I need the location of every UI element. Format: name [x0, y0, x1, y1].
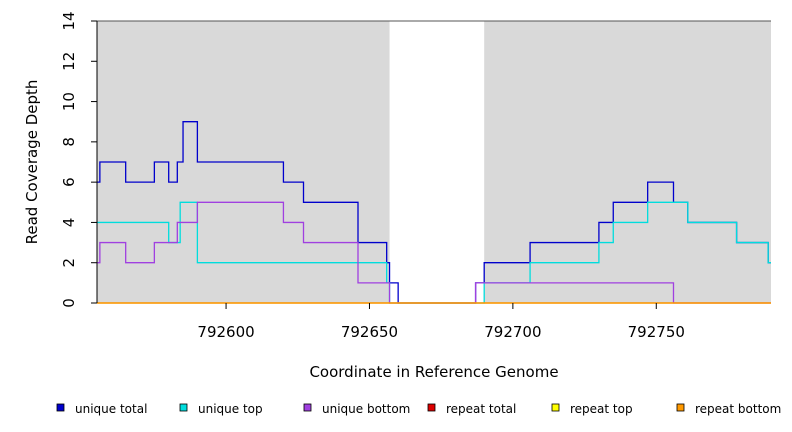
- y-tick-label: 2: [60, 258, 78, 268]
- x-tick-label: 792750: [628, 323, 685, 341]
- legend-swatch: [303, 403, 312, 412]
- shaded-regions: [97, 21, 771, 303]
- legend: unique total unique top unique bottom repea…: [56, 402, 781, 416]
- legend-swatch: [676, 403, 685, 412]
- x-tick-label: 792650: [341, 323, 398, 341]
- legend-label: repeat total: [446, 402, 516, 416]
- legend-item: repeat bottom: [676, 402, 781, 416]
- legend-item: unique top: [179, 402, 263, 416]
- shaded-region-2: [484, 21, 771, 303]
- x-tick-label: 792700: [484, 323, 541, 341]
- legend-label: unique total: [75, 402, 147, 416]
- axes: 0 2 4 6 8 10 12 14 792600 792650 792700 792750: [60, 11, 771, 341]
- legend-label: unique bottom: [322, 402, 410, 416]
- x-tick-label: 792600: [197, 323, 254, 341]
- y-tick-label: 0: [60, 298, 78, 308]
- legend-swatch: [427, 403, 436, 412]
- y-tick-label: 10: [60, 92, 78, 111]
- series-line-unique-top: [97, 201, 771, 304]
- legend-swatch: [56, 403, 65, 412]
- legend-item: repeat total: [427, 402, 516, 416]
- y-axis-title: Read Coverage Depth: [23, 80, 41, 245]
- legend-label: repeat top: [570, 402, 633, 416]
- legend-swatch: [179, 403, 188, 412]
- y-tick-label: 12: [60, 52, 78, 71]
- series-line-unique-total: [97, 121, 771, 304]
- y-tick-label: 14: [60, 11, 78, 30]
- y-tick-label: 8: [60, 137, 78, 147]
- series-lines: [97, 121, 771, 304]
- y-tick-label: 4: [60, 218, 78, 228]
- legend-label: unique top: [198, 402, 263, 416]
- legend-item: unique total: [56, 402, 147, 416]
- legend-swatch: [551, 403, 560, 412]
- series-line-unique-bottom: [97, 201, 771, 304]
- x-axis-title: Coordinate in Reference Genome: [309, 363, 558, 381]
- legend-item: repeat top: [551, 402, 633, 416]
- y-tick-label: 6: [60, 177, 78, 187]
- legend-label: repeat bottom: [695, 402, 781, 416]
- legend-item: unique bottom: [303, 402, 410, 416]
